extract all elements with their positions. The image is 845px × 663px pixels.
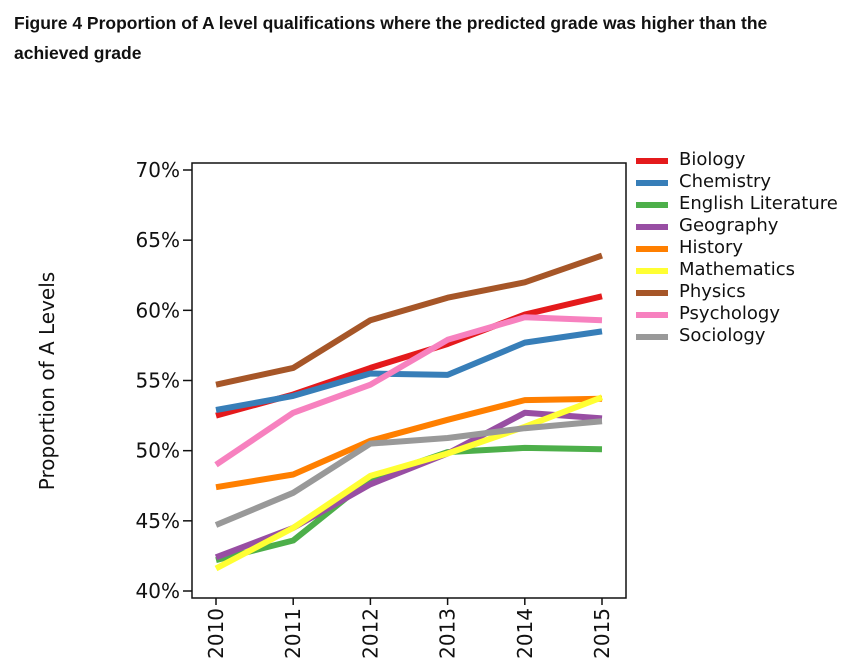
x-tick-label: 2010 bbox=[204, 608, 228, 659]
legend-label: Sociology bbox=[679, 325, 766, 346]
series-line-physics bbox=[215, 252, 603, 388]
series-line-chemistry bbox=[215, 328, 603, 413]
series-line-mathematics bbox=[214, 394, 604, 572]
y-tick-label: 55% bbox=[136, 369, 180, 393]
x-tick-label: 2015 bbox=[590, 608, 614, 659]
y-tick-label: 60% bbox=[136, 298, 180, 322]
legend-label: Chemistry bbox=[679, 171, 771, 192]
series-line-history bbox=[215, 395, 603, 491]
plot-frame bbox=[191, 162, 627, 599]
legend-label: Psychology bbox=[679, 303, 780, 324]
y-tick-label: 50% bbox=[136, 439, 180, 463]
legend-label: Biology bbox=[679, 149, 746, 170]
x-tick-label: 2014 bbox=[513, 608, 537, 659]
y-tick-label: 70% bbox=[136, 158, 180, 182]
series-lines bbox=[214, 252, 604, 572]
y-tick-label: 65% bbox=[136, 228, 180, 252]
figure-title: Figure 4 Proportion of A level qualifica… bbox=[14, 13, 768, 63]
series-line-sociology bbox=[214, 418, 603, 528]
legend-label: Mathematics bbox=[679, 259, 795, 280]
y-tick-label: 45% bbox=[136, 509, 180, 533]
y-axis-label: Proportion of A Levels bbox=[35, 272, 59, 490]
x-tick-label: 2012 bbox=[358, 608, 382, 659]
x-tick-label: 2011 bbox=[281, 608, 305, 659]
legend-label: Geography bbox=[679, 215, 779, 236]
x-axis: 2010 2011 2012 2013 2014 2015 bbox=[204, 598, 614, 659]
legend-label: Physics bbox=[679, 281, 746, 302]
y-axis: 40% 45% 50% 55% 60% 65% 70% bbox=[136, 158, 192, 603]
legend-label: History bbox=[679, 237, 743, 258]
legend-label: English Literature bbox=[679, 193, 838, 214]
y-tick-label: 40% bbox=[136, 579, 180, 603]
x-tick-label: 2013 bbox=[436, 608, 460, 659]
series-line-psychology bbox=[214, 314, 603, 468]
